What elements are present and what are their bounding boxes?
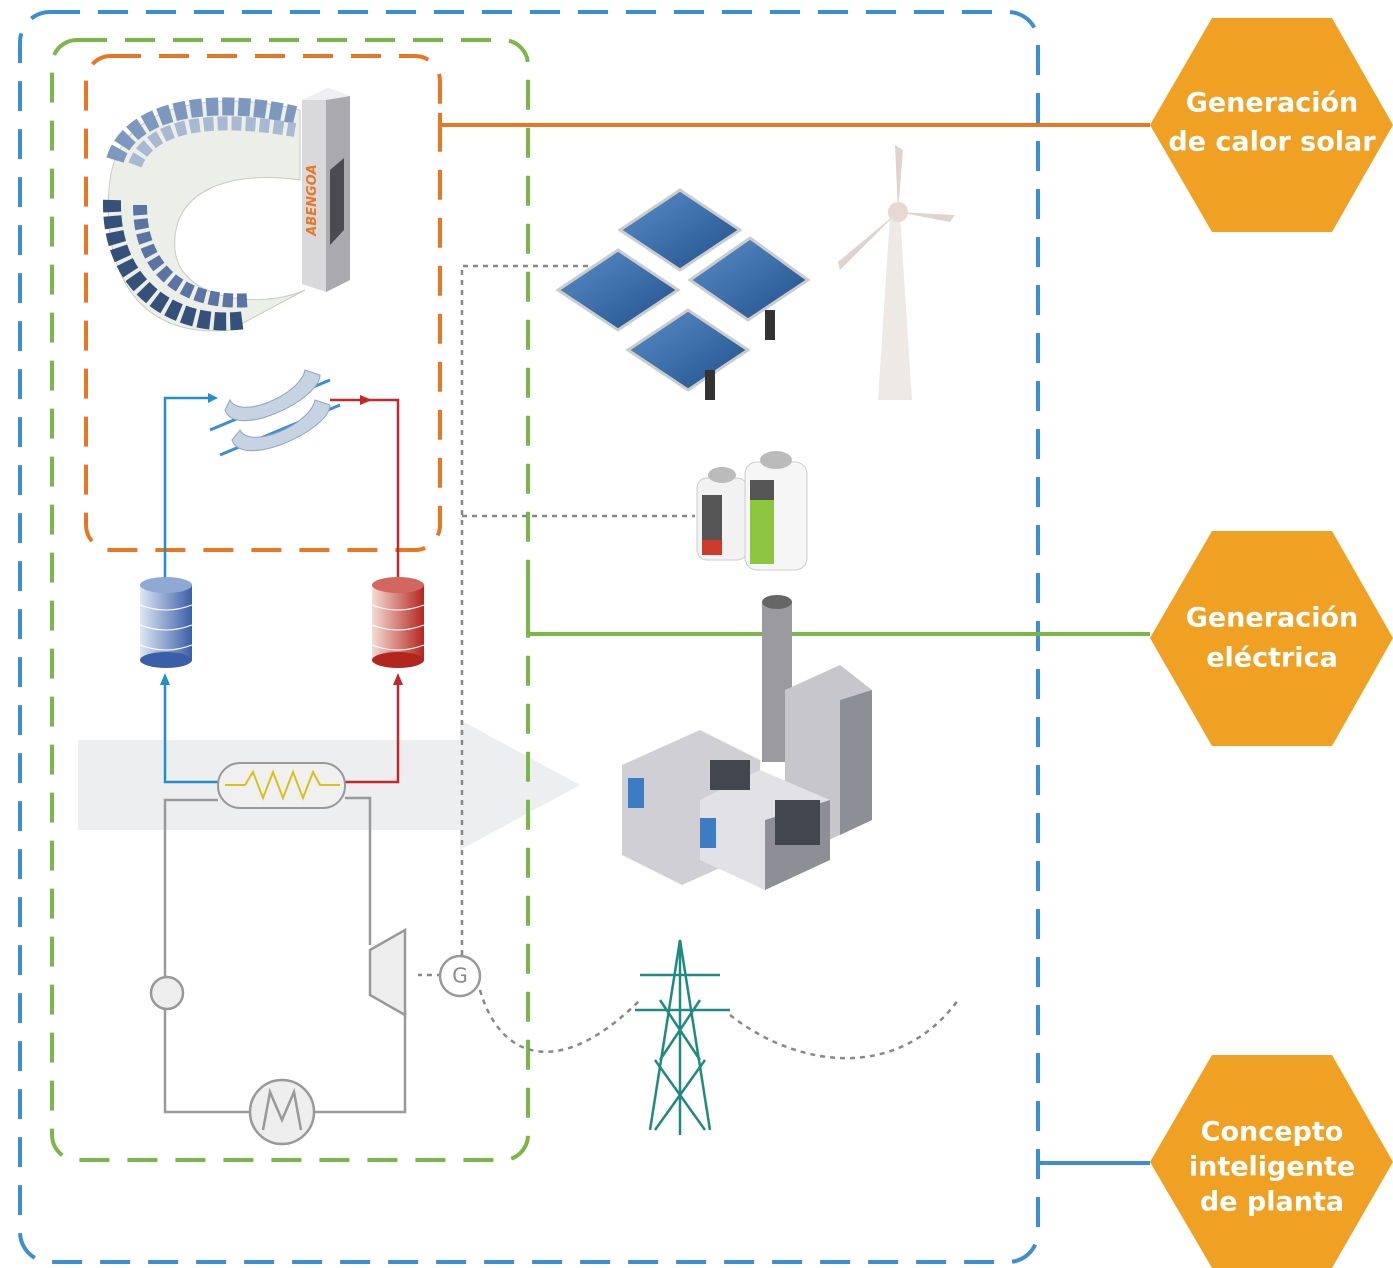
- connector: [1038, 1150, 1150, 1163]
- solar-tower: ABENGOA: [302, 88, 350, 292]
- hexagon: [1150, 531, 1393, 746]
- cold-pipe: [165, 398, 208, 585]
- diagram: ABENGOA G: [0, 0, 1393, 1268]
- grid-line: [480, 990, 958, 1058]
- hex-label: Concepto: [1201, 1117, 1344, 1148]
- hot-tank: [372, 577, 424, 668]
- cold-tank: [140, 577, 192, 668]
- hex-label: Generación: [1186, 88, 1359, 119]
- wind-turbine: [838, 145, 955, 400]
- power-cycle: [151, 798, 480, 1144]
- parabolic-troughs: [210, 370, 340, 455]
- hex-label: inteligente: [1189, 1152, 1355, 1183]
- batteries: [697, 451, 807, 570]
- hex-label: de planta: [1200, 1187, 1344, 1218]
- generator-label: G: [452, 964, 468, 988]
- connector: [528, 560, 1150, 634]
- pv-panels: [558, 190, 808, 400]
- hex-label: de calor solar: [1168, 127, 1376, 158]
- hex-label: Generación: [1186, 603, 1359, 634]
- hexagon: [1150, 18, 1393, 232]
- hot-pipe: [330, 400, 398, 585]
- factory: [622, 595, 872, 890]
- tower-brand: ABENGOA: [305, 164, 320, 237]
- hex-label: eléctrica: [1206, 643, 1338, 674]
- pylon: [635, 940, 730, 1135]
